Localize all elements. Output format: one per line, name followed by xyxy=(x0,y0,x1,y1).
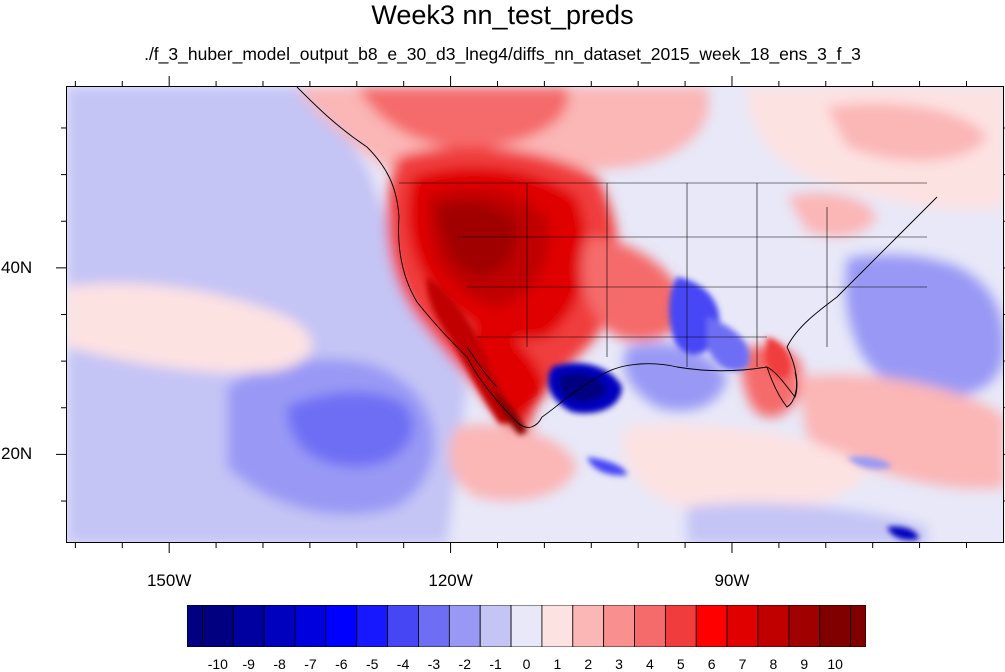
colorbar-box xyxy=(263,605,296,647)
colorbar-label: -4 xyxy=(396,656,410,672)
colorbar-label: -6 xyxy=(335,656,348,672)
colorbar-box xyxy=(202,605,234,647)
colorbar-label: -8 xyxy=(273,656,286,672)
colorbar-label: -9 xyxy=(242,656,255,672)
lon-tick-label: 120W xyxy=(428,571,473,590)
colorbar-box xyxy=(572,605,605,647)
colorbar-box xyxy=(634,605,666,647)
colorbar-label: -10 xyxy=(207,656,228,672)
colorbar-label: 7 xyxy=(738,656,747,672)
lon-tick-label: 90W xyxy=(714,571,750,590)
colorbar-label: 6 xyxy=(707,656,716,672)
colorbar-box xyxy=(850,605,866,647)
lon-tick-label: 150W xyxy=(146,571,192,590)
colorbar-box xyxy=(541,605,574,647)
colorbar-label: 5 xyxy=(676,656,685,672)
colorbar-box xyxy=(510,605,543,647)
colorbar-box xyxy=(294,605,327,647)
anomaly-map xyxy=(67,87,1003,542)
colorbar-box xyxy=(603,605,635,647)
colorbar-label: 10 xyxy=(827,656,843,672)
colorbar-label: 8 xyxy=(769,656,778,672)
anomaly-field xyxy=(67,87,1003,542)
coastlines xyxy=(296,87,938,428)
colorbar-label: 0 xyxy=(522,656,531,672)
colorbar-box xyxy=(726,605,759,647)
lat-tick-label: 40N xyxy=(1,257,33,277)
colorbar-label: -2 xyxy=(458,656,471,672)
colorbar-box xyxy=(819,605,851,647)
colorbar-box xyxy=(788,605,821,647)
colorbar-box xyxy=(479,605,512,647)
colorbar-box xyxy=(232,605,265,647)
colorbar-box xyxy=(387,605,419,647)
colorbar-label: -3 xyxy=(427,656,441,672)
map-panel xyxy=(66,86,1004,543)
colorbar-label: 4 xyxy=(646,656,654,672)
political-boundaries xyxy=(399,182,927,367)
colorbar-box xyxy=(664,605,697,647)
colorbar-box xyxy=(448,605,481,647)
colorbar-label: 2 xyxy=(584,656,593,672)
colorbar-box xyxy=(187,605,203,647)
colorbar-box xyxy=(325,605,358,647)
colorbar-label: 3 xyxy=(615,656,623,672)
colorbar-box xyxy=(418,605,450,647)
colorbar-box xyxy=(356,605,389,647)
plot-title: Week3 nn_test_preds xyxy=(371,0,634,30)
colorbar xyxy=(187,605,866,647)
colorbar-label: -7 xyxy=(304,656,317,672)
lat-tick-label: 20N xyxy=(1,444,33,464)
colorbar-label: 1 xyxy=(553,656,562,672)
colorbar-label: -1 xyxy=(489,656,502,672)
colorbar-box xyxy=(695,605,728,647)
colorbar-label: 9 xyxy=(800,656,809,672)
colorbar-label: -5 xyxy=(365,656,379,672)
plot-subtitle: ./f_3_huber_model_output_b8_e_30_d3_lneg… xyxy=(144,44,861,64)
colorbar-box xyxy=(757,605,790,647)
